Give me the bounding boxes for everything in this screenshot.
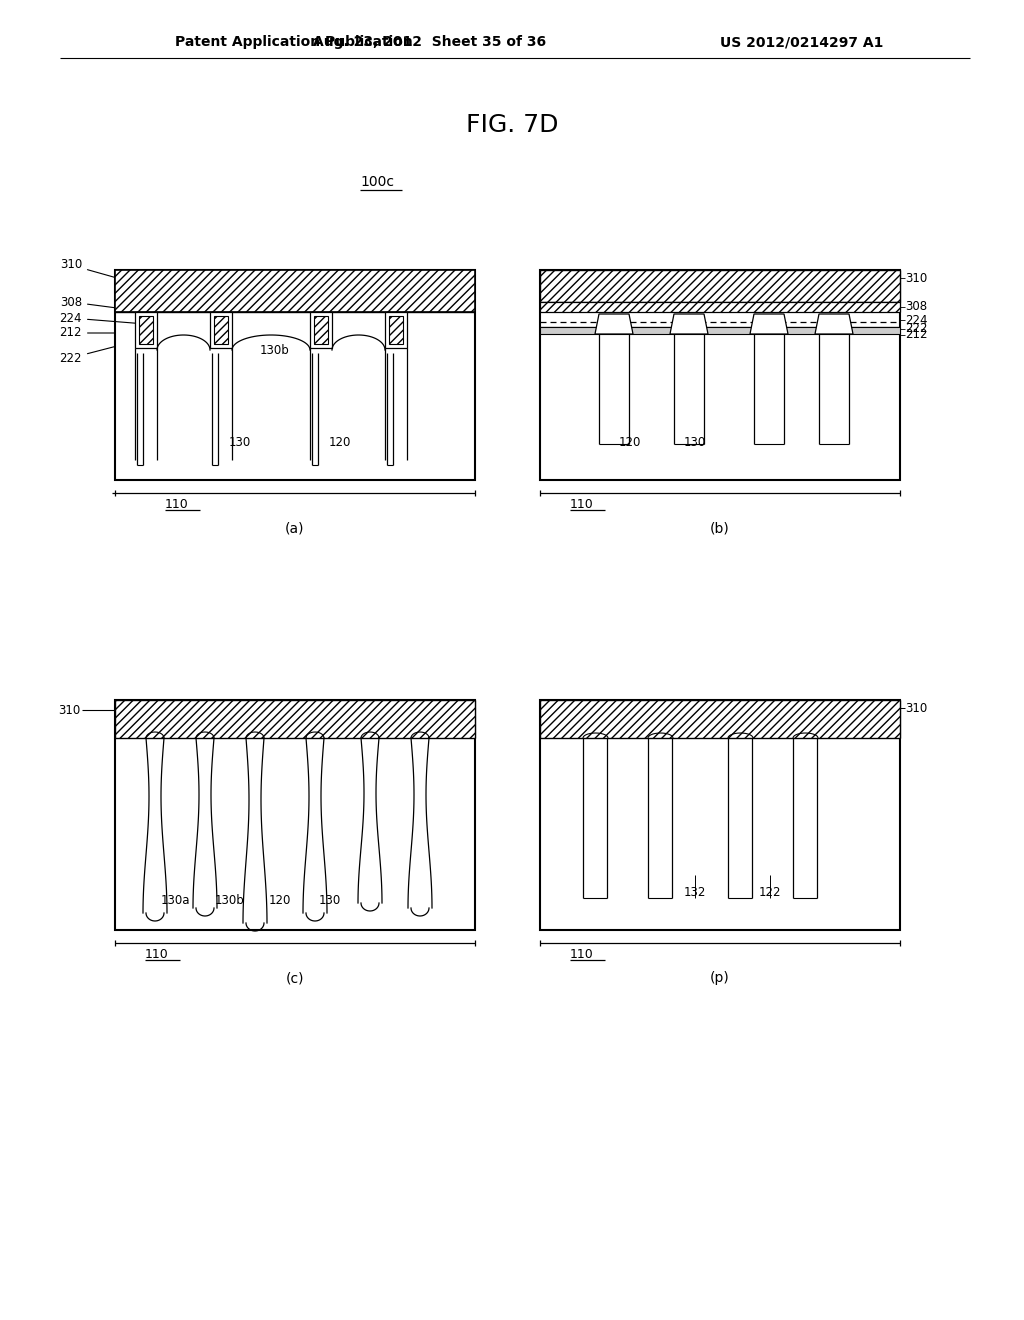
Text: 130: 130 [684, 436, 707, 449]
Bar [389, 315, 403, 345]
Text: 110: 110 [570, 499, 594, 511]
Text: FIG. 7D: FIG. 7D [466, 114, 558, 137]
Bar [135, 312, 157, 348]
Bar [385, 312, 407, 348]
Polygon shape [670, 314, 708, 334]
Bar [214, 315, 228, 345]
Bar [540, 271, 900, 302]
Text: (p): (p) [710, 972, 730, 985]
Bar [310, 312, 332, 348]
Bar [540, 271, 900, 480]
Polygon shape [595, 314, 633, 334]
Text: Aug. 23, 2012  Sheet 35 of 36: Aug. 23, 2012 Sheet 35 of 36 [313, 36, 547, 49]
Text: 222: 222 [59, 347, 115, 364]
Text: 310: 310 [59, 259, 115, 277]
Bar [540, 302, 900, 312]
Text: 310: 310 [905, 272, 928, 285]
Text: 120: 120 [618, 436, 641, 449]
Polygon shape [750, 314, 788, 334]
Bar [314, 315, 328, 345]
Text: 310: 310 [57, 704, 80, 717]
Bar [115, 271, 475, 480]
Text: 130a: 130a [160, 894, 189, 907]
Text: 132: 132 [684, 886, 707, 899]
Text: (b): (b) [710, 521, 730, 535]
Text: 110: 110 [145, 949, 169, 961]
Text: 224: 224 [59, 312, 156, 325]
Text: 130b: 130b [215, 894, 245, 907]
Text: (c): (c) [286, 972, 304, 985]
Bar [139, 315, 153, 345]
Text: (a): (a) [286, 521, 305, 535]
Text: 212: 212 [59, 326, 115, 339]
Bar [540, 700, 900, 931]
Polygon shape [815, 314, 853, 334]
Bar [210, 312, 232, 348]
Text: 130: 130 [318, 894, 341, 907]
Text: 130b: 130b [260, 343, 290, 356]
Text: 110: 110 [570, 949, 594, 961]
Bar [540, 327, 900, 334]
Text: US 2012/0214297 A1: US 2012/0214297 A1 [720, 36, 884, 49]
Bar [115, 700, 475, 738]
Text: 308: 308 [59, 296, 115, 309]
Text: 308: 308 [905, 301, 927, 314]
Text: 100c: 100c [360, 176, 394, 189]
Text: 224: 224 [905, 314, 928, 326]
Bar [540, 700, 900, 738]
Text: 310: 310 [905, 701, 928, 714]
Bar [115, 271, 475, 312]
Bar [115, 700, 475, 931]
Text: 212: 212 [905, 329, 928, 342]
Text: 222: 222 [905, 322, 928, 335]
Text: 120: 120 [329, 436, 351, 449]
Text: 130: 130 [229, 436, 251, 449]
Text: Patent Application Publication: Patent Application Publication [175, 36, 413, 49]
Text: 122: 122 [759, 886, 781, 899]
Text: 120: 120 [269, 894, 291, 907]
Text: 110: 110 [165, 499, 188, 511]
